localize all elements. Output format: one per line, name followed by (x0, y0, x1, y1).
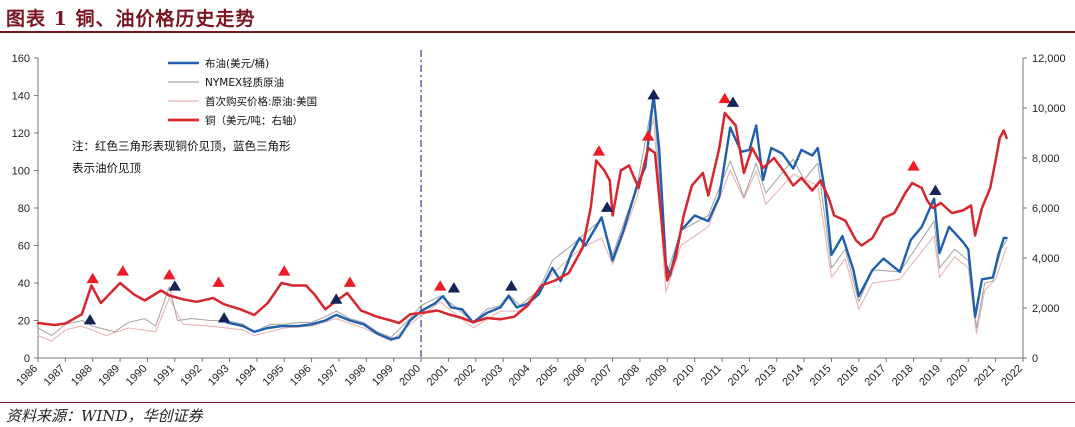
copper-peak-marker (907, 160, 920, 171)
footer-rule (0, 402, 1075, 403)
title-bar: 图表 1 铜、油价格历史走势 (0, 0, 1075, 34)
legend-label-firstpurchase: 首次购买价格:原油:美国 (205, 95, 317, 108)
price-history-chart: 0 20 40 60 80 100 120 140 160 0 2,000 4,000 6,000 8,0… (12, 50, 1066, 389)
x-tick-label: 1986 (14, 363, 40, 389)
oil-peak-marker (168, 280, 181, 291)
left-tick-label: 20 (18, 316, 30, 328)
x-tick-label: 1999 (370, 363, 396, 389)
x-tick-label: 1992 (178, 363, 204, 389)
series-line-firstpurchase (37, 117, 1008, 342)
x-tick-label: 2002 (452, 363, 478, 389)
note-line: 注：红色三角形表现铜价见顶，蓝色三角形 (72, 139, 291, 153)
x-tick-label: 1990 (124, 363, 150, 389)
oil-peak-marker (726, 96, 740, 107)
title-rule (0, 31, 1075, 33)
right-tick-label: 10,000 (1032, 103, 1066, 115)
x-tick-label: 2015 (808, 363, 834, 389)
x-tick-label: 2003 (479, 363, 505, 389)
oil-peak-marker (505, 280, 518, 291)
right-tick-label: 12,000 (1032, 53, 1066, 65)
x-tick-label: 2016 (835, 363, 861, 389)
x-tick-label: 2014 (780, 363, 806, 389)
left-tick-label: 60 (18, 241, 30, 253)
x-tick-label: 2000 (397, 363, 423, 389)
x-tick-label: 1998 (343, 363, 369, 389)
x-tick-label: 2007 (589, 363, 615, 389)
x-tick-label: 2006 (562, 363, 588, 389)
oil-peak-marker (647, 89, 660, 100)
left-tick-label: 80 (18, 203, 30, 215)
x-tick-label: 2022 (999, 363, 1025, 389)
x-tick-label: 1993 (206, 363, 232, 389)
copper-peak-marker (116, 265, 129, 276)
left-tick-label: 140 (12, 91, 30, 103)
right-tick-label: 2,000 (1032, 303, 1060, 315)
copper-peak-marker (278, 265, 291, 276)
x-tick-label: 2009 (644, 363, 670, 389)
copper-peak-marker (641, 130, 655, 141)
oil-peak-marker (929, 184, 942, 196)
x-tick-label: 1988 (69, 363, 95, 389)
right-tick-label: 6,000 (1032, 203, 1060, 215)
copper-peak-marker (592, 145, 606, 156)
chart-series (36, 94, 1008, 342)
left-tick-label: 0 (24, 353, 30, 365)
x-tick-label: 1995 (261, 363, 287, 389)
oil-peak-marker (600, 201, 614, 212)
x-tick-label: 2001 (425, 363, 451, 389)
right-tick-label: 4,000 (1032, 253, 1060, 265)
right-tick-label: 8,000 (1032, 153, 1060, 165)
oil-peak-marker (83, 314, 97, 325)
x-tick-label: 1994 (233, 363, 259, 389)
x-tick-label: 2012 (726, 363, 752, 389)
right-tick-label: 0 (1032, 353, 1038, 365)
x-tick-label: 2013 (753, 363, 779, 389)
x-tick-label: 2011 (699, 363, 724, 388)
left-tick-label: 40 (18, 278, 30, 290)
oil-peak-marker (330, 293, 343, 304)
copper-peak-marker (212, 276, 225, 287)
x-tick-label: 2018 (890, 363, 916, 389)
x-tick-label: 1987 (42, 363, 68, 389)
oil-peak-marker (217, 312, 231, 323)
left-tick-label: 100 (12, 166, 30, 178)
x-tick-label: 1997 (315, 363, 341, 389)
copper-peak-marker (86, 272, 99, 284)
x-tick-label: 1989 (96, 363, 122, 389)
copper-peak-marker (434, 280, 447, 291)
x-tick-label: 2004 (507, 363, 533, 389)
x-tick-label: 2005 (534, 363, 560, 389)
copper-peak-marker (163, 269, 176, 280)
source-note: 资料来源：WIND，华创证券 (6, 407, 203, 425)
series-line-brent (225, 94, 1008, 341)
copper-peak-marker (343, 276, 357, 287)
legend-label-nymex: NYMEX轻质原油 (205, 76, 284, 89)
x-tick-label: 2010 (671, 363, 697, 389)
x-tick-label: 2008 (616, 363, 642, 389)
x-tick-label: 1991 (151, 363, 177, 389)
x-tick-label: 2020 (945, 363, 971, 389)
left-tick-label: 160 (12, 53, 30, 65)
oil-peak-marker (447, 282, 461, 293)
copper-peak-marker (718, 92, 731, 104)
note-line: 表示油价见顶 (72, 161, 141, 175)
series-line-nymex (37, 94, 1008, 338)
series-line-copper (36, 111, 1008, 327)
left-tick-label: 120 (12, 128, 30, 140)
legend-label-copper: 铜（美元/吨：右轴） (205, 114, 303, 127)
x-tick-label: 1996 (288, 363, 314, 389)
page-title: 图表 1 铜、油价格历史走势 (6, 8, 256, 30)
x-tick-label: 2021 (972, 363, 998, 389)
x-tick-label: 2019 (917, 363, 943, 389)
legend-label-brent: 布油(美元/桶) (205, 57, 269, 70)
x-tick-label: 2017 (863, 363, 889, 389)
peak-markers (83, 89, 942, 325)
